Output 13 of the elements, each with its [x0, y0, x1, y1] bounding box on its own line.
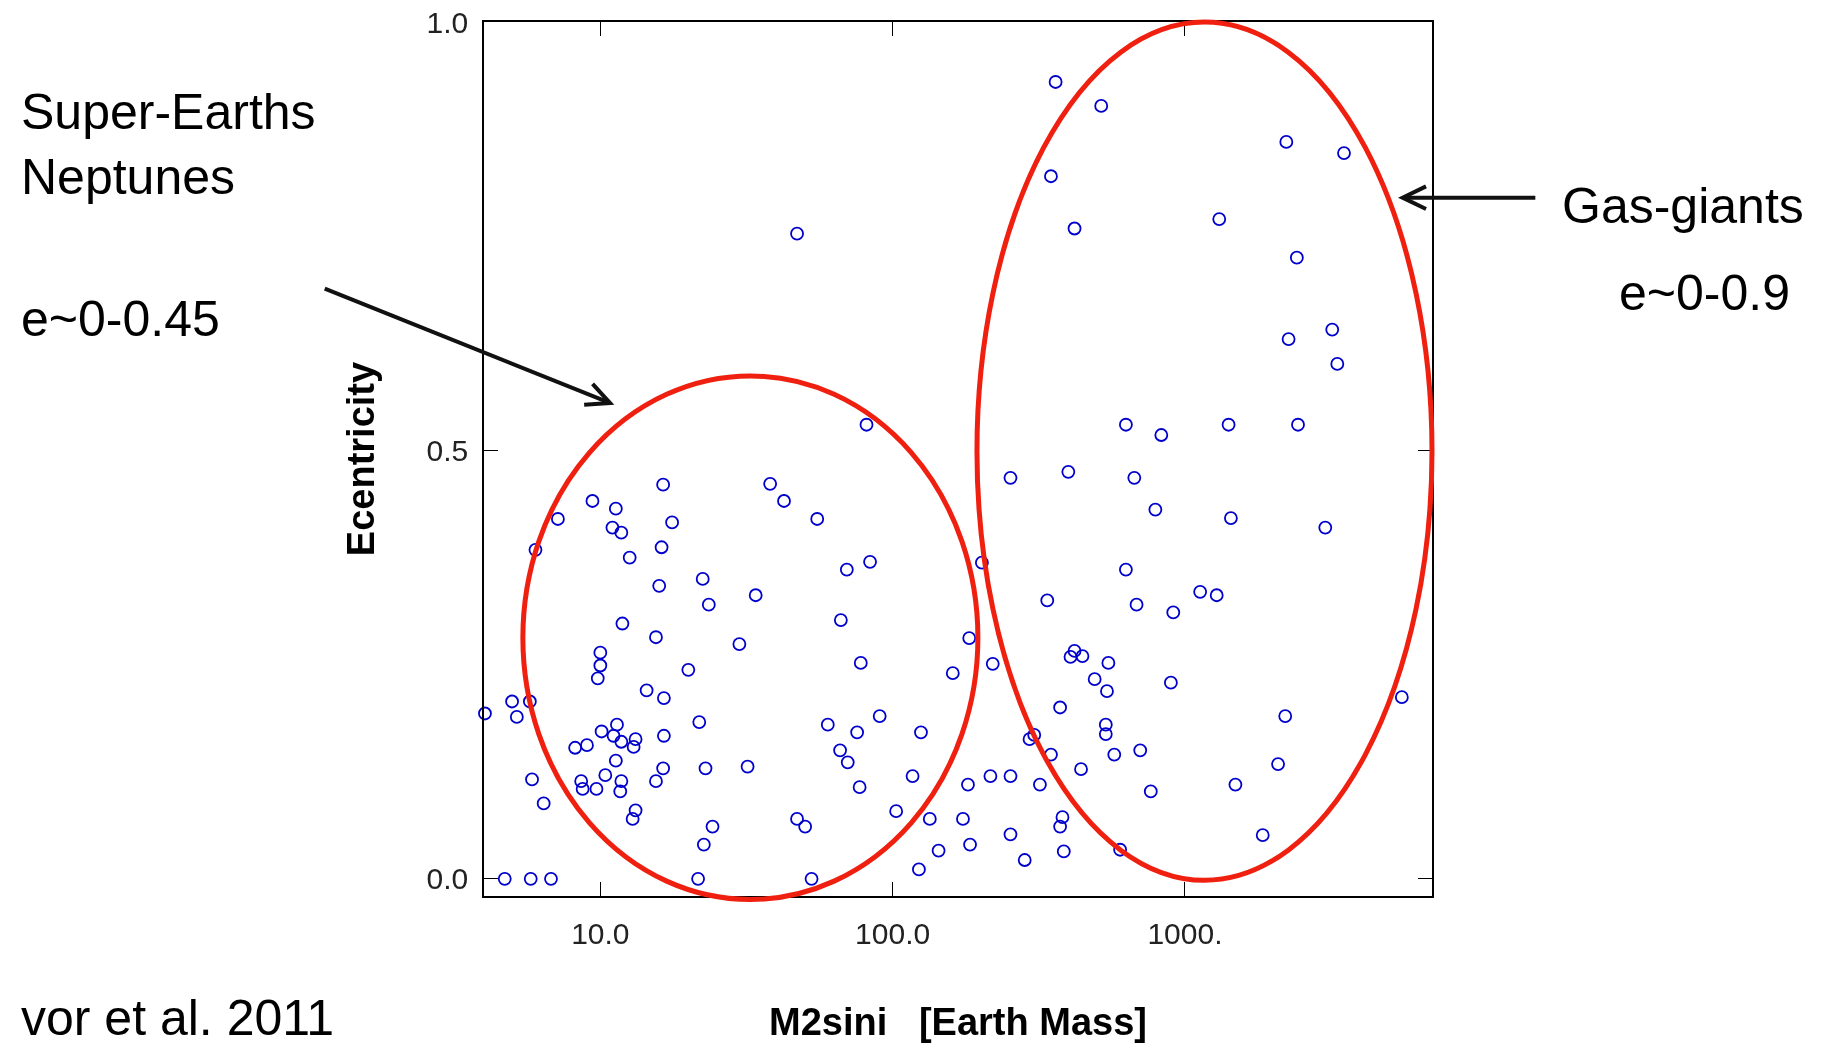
- text: Super-Earths Neptunes: [21, 84, 316, 205]
- text: e~0-0.45: [21, 291, 220, 347]
- x-tick-label: 100.0: [855, 916, 931, 950]
- y-tick-label: 0.0: [426, 862, 469, 896]
- x-tick-label: 1000.: [1147, 916, 1223, 950]
- text: Gas-giants: [1562, 178, 1804, 234]
- y-axis-title: Ecentricity: [340, 361, 383, 557]
- y-tick-label: 1.0: [426, 5, 469, 39]
- x-axis-title: M2sini [Earth Mass]: [769, 1001, 1147, 1044]
- x-tick-label: 10.0: [571, 916, 630, 950]
- y-tick-label: 0.5: [426, 433, 469, 467]
- text: vor et al. 2011: [21, 990, 335, 1046]
- text: e~0-0.9: [1619, 265, 1790, 321]
